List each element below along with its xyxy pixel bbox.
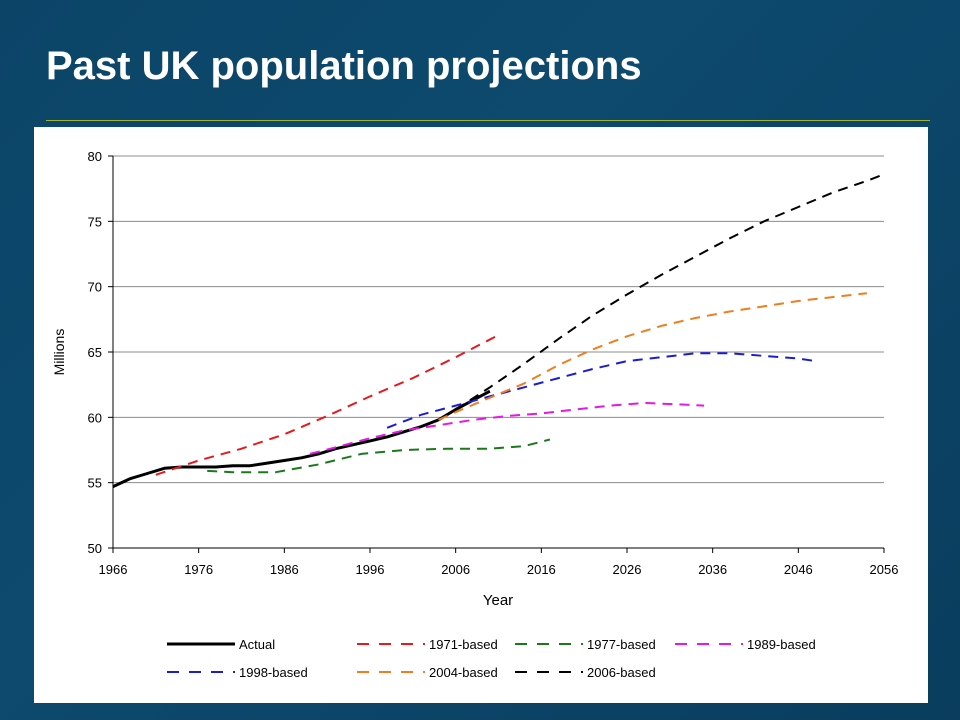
- x-tick-label: 2036: [698, 562, 727, 577]
- series-line-2006-based: [455, 173, 885, 411]
- axes: 50 55 60 65 70 75 80 1966 1976 1986 1996 2006 2016 20…: [88, 149, 899, 577]
- series-line-1998-based: [386, 352, 816, 429]
- y-tick-label: 60: [88, 410, 102, 425]
- legend-label: 1977-based: [587, 637, 656, 652]
- legend-label: 2006-based: [587, 665, 656, 680]
- grid-lines: [113, 155, 884, 484]
- x-axis-label: Year: [483, 592, 513, 609]
- x-tick-label: 1996: [356, 562, 385, 577]
- series-line-1989-based: [309, 402, 705, 455]
- x-tick-label: 1976: [184, 562, 213, 577]
- x-tick-label: 2006: [441, 562, 470, 577]
- legend-label: 1989-based: [747, 637, 816, 652]
- y-tick-label: 80: [88, 149, 102, 164]
- legend-label: 1998-based: [239, 665, 308, 680]
- y-tick-label: 75: [88, 214, 102, 229]
- x-tick-label: 2046: [784, 562, 813, 577]
- legend-label: Actual: [239, 637, 275, 652]
- legend: Actual 1971-based 1977-based 1989-based 1998…: [167, 637, 816, 680]
- y-tick-label: 65: [88, 345, 102, 360]
- legend-label: 1971-based: [429, 637, 498, 652]
- chart-panel: 50 55 60 65 70 75 80 1966 1976 1986 1996 2006 2016 20…: [34, 127, 928, 703]
- series-line-2004-based: [438, 292, 868, 421]
- title-divider: [46, 120, 930, 121]
- x-tick-label: 2026: [613, 562, 642, 577]
- x-tick-label: 1986: [270, 562, 299, 577]
- legend-label: 2004-based: [429, 665, 498, 680]
- series-line-1971-based: [155, 334, 499, 476]
- y-tick-label: 50: [88, 541, 102, 556]
- y-tick-label: 55: [88, 476, 102, 491]
- y-tick-label: 70: [88, 280, 102, 295]
- slide-title: Past UK population projections: [46, 44, 642, 88]
- y-axis-label: Millions: [51, 329, 67, 376]
- series-lines: [112, 173, 885, 488]
- x-tick-label: 2056: [870, 562, 899, 577]
- x-tick-label: 2016: [527, 562, 556, 577]
- x-tick-label: 1966: [99, 562, 128, 577]
- series-line-actual: [112, 389, 491, 488]
- population-line-chart: 50 55 60 65 70 75 80 1966 1976 1986 1996 2006 2016 20…: [51, 149, 899, 680]
- series-line-1977-based: [207, 438, 551, 474]
